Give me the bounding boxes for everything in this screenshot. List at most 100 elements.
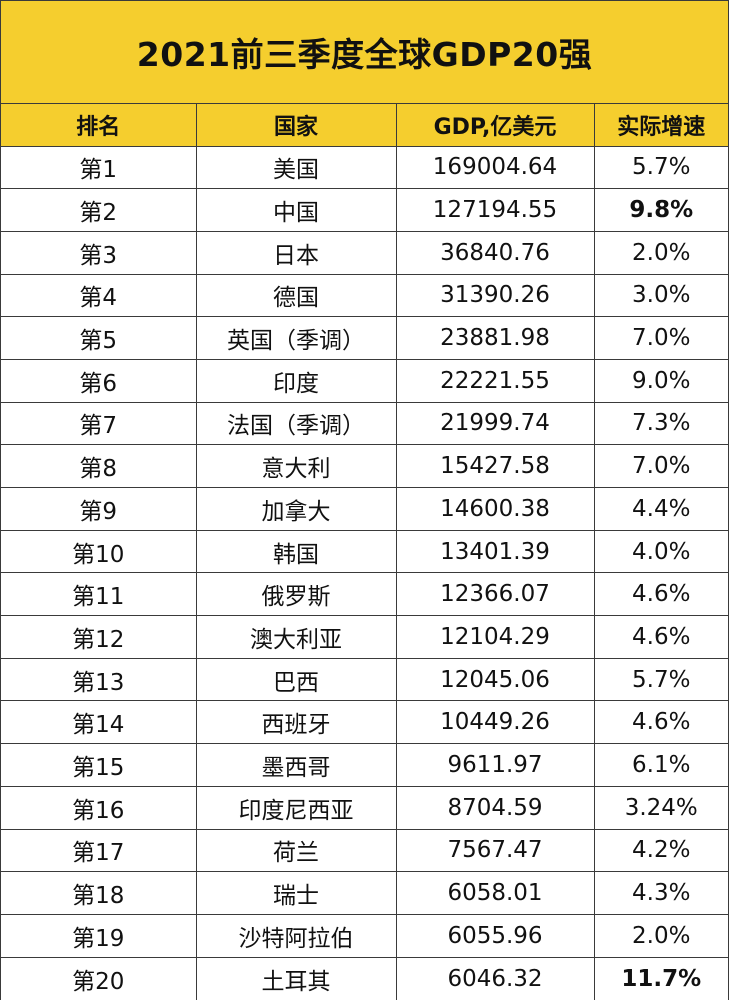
table-row: 第11 俄罗斯 12366.07 4.6% (1, 572, 728, 617)
rank-cell: 第9 (1, 487, 197, 531)
country-cell: 印度 (195, 358, 397, 403)
rank-cell: 第1 (1, 145, 197, 190)
country-cell: 韩国 (195, 529, 397, 574)
rank-cell: 第19 (1, 913, 197, 958)
rank-cell: 第8 (1, 444, 197, 488)
gdp-cell: 127194.55 (395, 188, 595, 232)
header-country: 国家 (195, 104, 397, 147)
gdp-cell: 22221.55 (395, 358, 595, 403)
table-row: 第1 美国 169004.64 5.7% (1, 145, 728, 190)
table-row: 第8 意大利 15427.58 7.0% (1, 444, 728, 488)
growth-cell: 7.0% (593, 444, 728, 488)
gdp-cell: 12104.29 (395, 615, 595, 659)
table-row: 第19 沙特阿拉伯 6055.96 2.0% (1, 913, 728, 958)
rank-cell: 第14 (1, 700, 197, 745)
country-cell: 法国（季调） (195, 401, 397, 446)
rank-cell: 第15 (1, 743, 197, 787)
gdp-cell: 7567.47 (395, 828, 595, 873)
table-title: 2021前三季度全球GDP20强 (136, 35, 593, 74)
growth-cell: 7.0% (593, 316, 728, 360)
gdp-cell: 169004.64 (395, 145, 595, 190)
rank-cell: 第3 (1, 230, 197, 275)
gdp-cell: 31390.26 (395, 273, 595, 318)
table-row: 第6 印度 22221.55 9.0% (1, 358, 728, 403)
growth-cell: 4.6% (593, 572, 728, 617)
table-row: 第4 德国 31390.26 3.0% (1, 273, 728, 318)
header-gdp: GDP,亿美元 (395, 104, 595, 147)
title-bar: 2021前三季度全球GDP20强 (1, 1, 728, 104)
table-row: 第13 巴西 12045.06 5.7% (1, 657, 728, 702)
growth-cell: 9.8% (593, 188, 728, 232)
growth-cell: 4.2% (593, 828, 728, 873)
country-cell: 加拿大 (195, 487, 397, 531)
country-cell: 巴西 (195, 657, 397, 702)
header-rank: 排名 (1, 104, 197, 147)
rank-cell: 第18 (1, 871, 197, 915)
gdp-cell: 12366.07 (395, 572, 595, 617)
growth-cell: 9.0% (593, 358, 728, 403)
rank-cell: 第13 (1, 657, 197, 702)
country-cell: 美国 (195, 145, 397, 190)
rank-cell: 第7 (1, 401, 197, 446)
growth-cell: 5.7% (593, 145, 728, 190)
growth-cell: 4.4% (593, 487, 728, 531)
growth-cell: 4.6% (593, 615, 728, 659)
gdp-cell: 6058.01 (395, 871, 595, 915)
table-row: 第12 澳大利亚 12104.29 4.6% (1, 615, 728, 659)
gdp-cell: 6055.96 (395, 913, 595, 958)
table-row: 第16 印度尼西亚 8704.59 3.24% (1, 785, 728, 830)
growth-cell: 11.7% (593, 956, 728, 1000)
gdp-cell: 12045.06 (395, 657, 595, 702)
gdp-cell: 10449.26 (395, 700, 595, 745)
rank-cell: 第2 (1, 188, 197, 232)
gdp-cell: 36840.76 (395, 230, 595, 275)
country-cell: 意大利 (195, 444, 397, 488)
table-row: 第20 土耳其 6046.32 11.7% (1, 956, 728, 1000)
rank-cell: 第4 (1, 273, 197, 318)
rank-cell: 第16 (1, 785, 197, 830)
country-cell: 西班牙 (195, 700, 397, 745)
growth-cell: 4.0% (593, 529, 728, 574)
rank-cell: 第12 (1, 615, 197, 659)
rank-cell: 第6 (1, 358, 197, 403)
country-cell: 澳大利亚 (195, 615, 397, 659)
growth-cell: 5.7% (593, 657, 728, 702)
rank-cell: 第5 (1, 316, 197, 360)
gdp-table: 排名 国家 GDP,亿美元 实际增速 第1 美国 169004.64 5.7% 第2 中国… (1, 104, 728, 1000)
rank-cell: 第20 (1, 956, 197, 1000)
growth-cell: 4.3% (593, 871, 728, 915)
gdp-cell: 9611.97 (395, 743, 595, 787)
table-row: 第7 法国（季调） 21999.74 7.3% (1, 401, 728, 446)
country-cell: 土耳其 (195, 956, 397, 1000)
growth-cell: 3.24% (593, 785, 728, 830)
table-row: 第2 中国 127194.55 9.8% (1, 188, 728, 232)
country-cell: 中国 (195, 188, 397, 232)
country-cell: 英国（季调） (195, 316, 397, 360)
table-row: 第5 英国（季调） 23881.98 7.0% (1, 316, 728, 360)
table-row: 第10 韩国 13401.39 4.0% (1, 529, 728, 574)
table-body: 第1 美国 169004.64 5.7% 第2 中国 127194.55 9.8% 第3 日本 36… (1, 145, 728, 1000)
gdp-cell: 8704.59 (395, 785, 595, 830)
header-row: 排名 国家 GDP,亿美元 实际增速 (1, 104, 728, 147)
rank-cell: 第11 (1, 572, 197, 617)
gdp-cell: 23881.98 (395, 316, 595, 360)
growth-cell: 2.0% (593, 913, 728, 958)
growth-cell: 4.6% (593, 700, 728, 745)
country-cell: 沙特阿拉伯 (195, 913, 397, 958)
rank-cell: 第17 (1, 828, 197, 873)
table-row: 第15 墨西哥 9611.97 6.1% (1, 743, 728, 787)
table-row: 第18 瑞士 6058.01 4.3% (1, 871, 728, 915)
table-row: 第9 加拿大 14600.38 4.4% (1, 487, 728, 531)
growth-cell: 6.1% (593, 743, 728, 787)
table-row: 第17 荷兰 7567.47 4.2% (1, 828, 728, 873)
rank-cell: 第10 (1, 529, 197, 574)
table-row: 第3 日本 36840.76 2.0% (1, 230, 728, 275)
country-cell: 墨西哥 (195, 743, 397, 787)
header-growth: 实际增速 (593, 104, 728, 147)
country-cell: 荷兰 (195, 828, 397, 873)
gdp-cell: 15427.58 (395, 444, 595, 488)
gdp-cell: 13401.39 (395, 529, 595, 574)
gdp-cell: 21999.74 (395, 401, 595, 446)
growth-cell: 7.3% (593, 401, 728, 446)
